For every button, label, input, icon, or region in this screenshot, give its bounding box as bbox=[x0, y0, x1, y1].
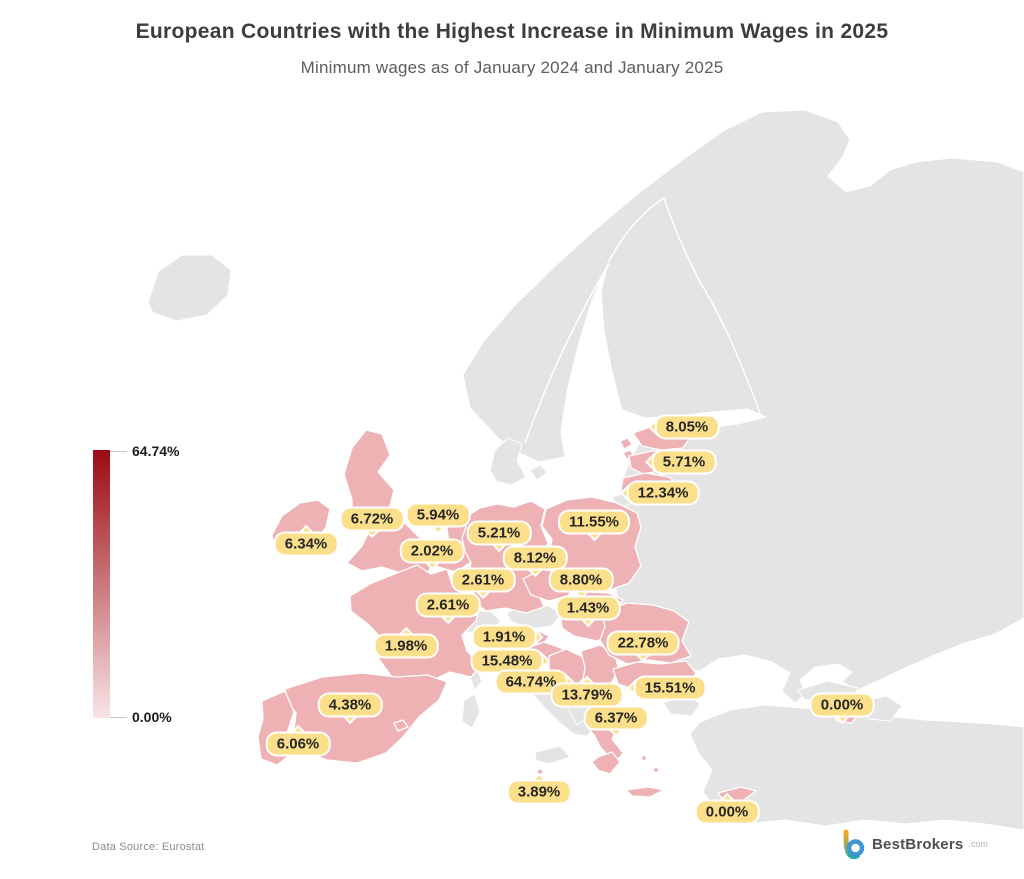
region-sicily bbox=[534, 745, 571, 765]
country-greece-island bbox=[640, 754, 648, 762]
country-malta bbox=[536, 768, 544, 776]
country-latvia bbox=[628, 450, 694, 475]
legend-max-label: 64.74% bbox=[132, 443, 180, 459]
data-source: Data Source: Eurostat bbox=[92, 841, 205, 853]
country-spain-balearics bbox=[393, 719, 410, 732]
country-portugal bbox=[257, 690, 295, 766]
map-border-layer bbox=[524, 197, 762, 444]
country-greece-peloponnese bbox=[591, 751, 621, 775]
region-turkey-thrace bbox=[662, 694, 701, 717]
country-france bbox=[349, 564, 482, 684]
country-united-kingdom bbox=[343, 429, 437, 575]
bestbrokers-b-icon bbox=[843, 829, 865, 859]
legend-tick-max bbox=[110, 451, 127, 452]
border-sweden-norway bbox=[524, 263, 610, 444]
country-greece-island bbox=[652, 766, 660, 774]
country-ireland bbox=[271, 499, 331, 557]
bestbrokers-logo-text: BestBrokers bbox=[872, 835, 964, 853]
region-scandinavia-russia bbox=[462, 109, 1024, 704]
region-denmark bbox=[489, 437, 527, 486]
country-estonia bbox=[631, 424, 692, 451]
legend-tick-min bbox=[110, 717, 127, 718]
region-turkey bbox=[689, 704, 1024, 831]
bestbrokers-logo[interactable]: BestBrokers .com bbox=[841, 829, 988, 859]
page-subtitle: Minimum wages as of January 2024 and Jan… bbox=[300, 58, 724, 77]
country-greece-crete bbox=[624, 786, 667, 798]
page-title: European Countries with the Highest Incr… bbox=[135, 20, 889, 43]
legend-gradient-bar bbox=[93, 450, 110, 718]
legend-min-label: 0.00% bbox=[132, 709, 172, 725]
country-bulgaria bbox=[612, 660, 697, 694]
border-finland-russia bbox=[663, 197, 762, 417]
border-finland-sweden bbox=[607, 197, 665, 264]
region-sardinia bbox=[461, 693, 481, 729]
map-nodata-layer bbox=[147, 109, 1024, 831]
region-denmark-isles bbox=[529, 464, 548, 481]
country-estonia-island bbox=[619, 437, 633, 450]
country-spain bbox=[284, 672, 448, 764]
bestbrokers-logo-tld: .com bbox=[968, 839, 988, 849]
region-iceland bbox=[147, 254, 232, 322]
